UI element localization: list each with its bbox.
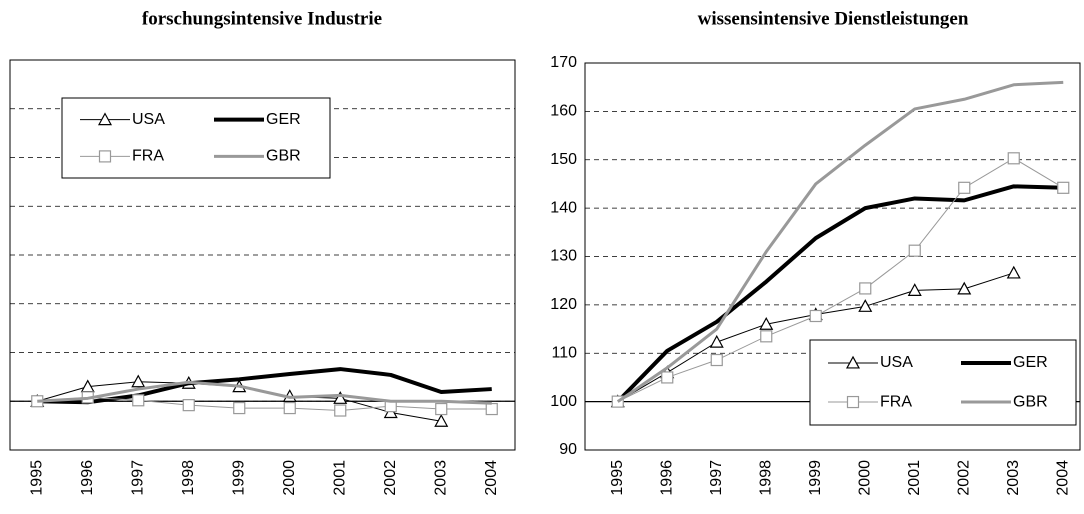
marker: [435, 402, 448, 416]
x-tick-label: 2000: [856, 460, 873, 496]
marker: [1006, 265, 1021, 279]
legend-box: [61, 97, 331, 179]
y-tick-label: 150: [550, 151, 577, 168]
x-tick-label: 1997: [708, 460, 725, 496]
x-tick-label: 1998: [757, 460, 774, 496]
marker: [908, 244, 921, 257]
y-tick-label: 100: [550, 393, 577, 410]
marker: [859, 282, 872, 295]
marker: [182, 399, 195, 412]
y-tick-label: 90: [559, 441, 577, 458]
x-tick-label: 2000: [281, 460, 298, 496]
y-tick-label: 160: [550, 103, 577, 120]
marker: [759, 316, 774, 330]
x-tick-label: 2004: [1054, 460, 1071, 496]
marker: [131, 374, 146, 388]
marker: [845, 355, 861, 369]
legend-label: GER: [1013, 354, 1048, 371]
marker: [233, 401, 246, 415]
marker: [485, 402, 498, 416]
marker: [760, 330, 773, 343]
x-tick-label: 1996: [658, 460, 675, 496]
x-tick-label: 2002: [382, 460, 399, 496]
marker: [846, 395, 860, 409]
legend-label: USA: [132, 111, 165, 128]
marker: [907, 283, 922, 296]
marker: [334, 404, 347, 417]
marker: [858, 299, 873, 312]
x-tick-label: 2003: [432, 460, 449, 496]
chart-title: wissensintensive Dienstleistungen: [698, 8, 969, 29]
legend-label: GBR: [266, 148, 301, 165]
series-line: [616, 80, 1064, 403]
line-chart: wissensintensive Dienstleistungen 90 100 11…: [550, 8, 1081, 496]
x-tick-label: 1996: [79, 460, 96, 496]
marker: [132, 394, 145, 407]
x-tick-label: 1995: [28, 460, 45, 496]
marker: [1057, 181, 1070, 194]
x-tick-label: 1995: [609, 460, 626, 496]
y-tick-label: 170: [550, 54, 577, 71]
marker: [809, 309, 822, 323]
x-tick-label: 1999: [807, 460, 824, 496]
y-tick-label: 120: [550, 296, 577, 313]
series-line: [37, 380, 492, 405]
marker: [709, 334, 724, 348]
x-tick-label: 1999: [230, 460, 247, 496]
line-chart: forschungsintensive Industrie 1995 1996 199…: [9, 8, 516, 496]
marker: [283, 401, 296, 415]
series-line: [37, 396, 492, 412]
x-tick-label: 2003: [1005, 460, 1022, 496]
y-tick-label: 130: [550, 248, 577, 265]
legend-label: USA: [880, 354, 913, 371]
series-line: [617, 157, 1064, 403]
legend-label: GER: [266, 111, 301, 128]
marker: [958, 181, 971, 194]
marker: [97, 112, 113, 126]
legend-label: GBR: [1013, 393, 1048, 410]
legend-label: FRA: [880, 393, 912, 410]
x-tick-label: 2004: [483, 460, 500, 496]
marker: [661, 371, 674, 384]
marker: [434, 413, 449, 427]
marker: [1007, 152, 1020, 165]
marker: [710, 353, 723, 367]
x-tick-label: 1997: [129, 460, 146, 496]
marker: [98, 150, 112, 163]
y-tick-label: 140: [550, 199, 577, 216]
marker: [333, 391, 348, 404]
x-tick-label: 1998: [180, 460, 197, 496]
legend-box: [809, 339, 1077, 426]
series-line: [37, 367, 492, 405]
x-tick-label: 2002: [955, 460, 972, 496]
chart-title: forschungsintensive Industrie: [142, 8, 382, 29]
x-tick-label: 2001: [331, 460, 348, 496]
y-tick-label: 110: [551, 344, 577, 361]
marker: [957, 281, 972, 295]
series-line: [616, 184, 1064, 404]
x-tick-label: 2001: [906, 460, 923, 496]
legend-label: FRA: [132, 148, 164, 165]
